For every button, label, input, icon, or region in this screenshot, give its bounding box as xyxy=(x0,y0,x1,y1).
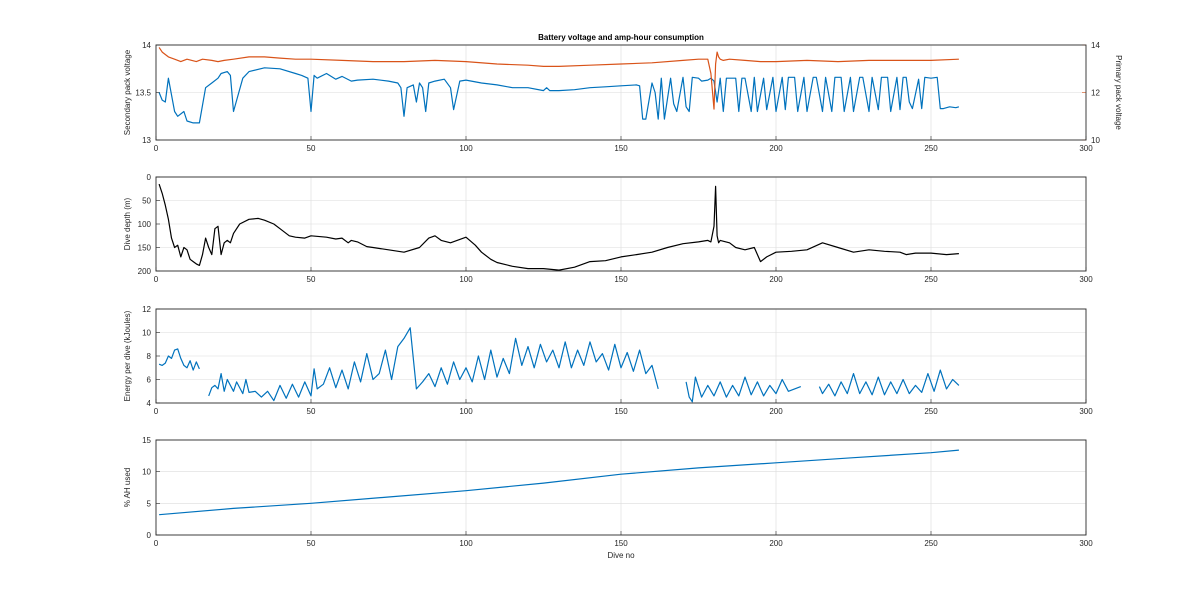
x-tick-label: 250 xyxy=(924,407,938,416)
series-line-1-segment-3 xyxy=(685,376,802,403)
x-tick-label: 150 xyxy=(614,144,628,153)
y-tick-label: 13 xyxy=(142,136,151,145)
x-tick-label: 300 xyxy=(1079,407,1093,416)
series-line-1 xyxy=(159,449,959,516)
x-tick-label: 150 xyxy=(614,275,628,284)
y-tick-label: 12 xyxy=(142,305,151,314)
x-tick-label: 100 xyxy=(459,539,473,548)
y2-tick-label: 10 xyxy=(1091,136,1100,145)
x-tick-label: 200 xyxy=(769,539,783,548)
x-tick-label: 200 xyxy=(769,407,783,416)
axes-border xyxy=(155,308,1087,404)
y-axis-label: Dive depth (m) xyxy=(123,197,132,250)
x-axis-label: Dive no xyxy=(607,551,635,560)
x-tick-label: 50 xyxy=(307,407,316,416)
y-tick-label: 10 xyxy=(142,468,151,477)
x-tick-label: 0 xyxy=(154,144,159,153)
x-tick-label: 250 xyxy=(924,275,938,284)
y-axis-label: % AH used xyxy=(123,468,132,508)
y-tick-label: 150 xyxy=(138,244,152,253)
x-tick-label: 50 xyxy=(307,144,316,153)
x-tick-label: 200 xyxy=(769,275,783,284)
x-tick-label: 300 xyxy=(1079,539,1093,548)
x-tick-label: 0 xyxy=(154,407,159,416)
series-line-1-segment-2 xyxy=(208,327,659,402)
y-tick-label: 13.5 xyxy=(135,89,151,98)
x-tick-label: 100 xyxy=(459,275,473,284)
y2-tick-label: 14 xyxy=(1091,41,1100,50)
y-tick-label: 50 xyxy=(142,197,151,206)
y-tick-label: 5 xyxy=(147,499,152,508)
x-tick-label: 300 xyxy=(1079,275,1093,284)
series-line-1-segment-4 xyxy=(818,369,960,397)
y2-tick-label: 12 xyxy=(1091,89,1100,98)
x-tick-label: 150 xyxy=(614,407,628,416)
y-tick-label: 15 xyxy=(142,436,151,445)
panel-3: 0 50 100 150 200 250 300 4 6 8 10 12 Energy per dive… xyxy=(123,305,1093,416)
panel-2: 0 50 100 150 200 250 300 0 50 100 150 200 Dive depth… xyxy=(123,173,1093,284)
series-line-1-segment-1 xyxy=(158,348,200,371)
y-tick-label: 100 xyxy=(138,220,152,229)
axes-border xyxy=(155,44,1087,141)
y-tick-label: 8 xyxy=(147,352,152,361)
y-axis-label: Secondary pack voltage xyxy=(123,49,132,135)
axes-border xyxy=(155,176,1087,272)
series-line-1 xyxy=(158,67,960,124)
y-tick-label: 200 xyxy=(138,267,152,276)
y-axis-label: Energy per dive (kJoules) xyxy=(123,310,132,401)
x-tick-label: 0 xyxy=(154,539,159,548)
series-line-2 xyxy=(158,47,959,110)
panel-1: 0 50 100 150 200 250 300 13 13.5 14 10 12 14 Primary … xyxy=(123,33,1123,153)
y-tick-label: 14 xyxy=(142,41,151,50)
x-tick-label: 50 xyxy=(307,539,316,548)
x-tick-label: 200 xyxy=(769,144,783,153)
x-tick-label: 150 xyxy=(614,539,628,548)
chart-title: Battery voltage and amp-hour consumption xyxy=(538,33,704,42)
series-line-1 xyxy=(158,183,959,271)
y-tick-label: 0 xyxy=(147,173,152,182)
x-tick-label: 100 xyxy=(459,407,473,416)
y-tick-label: 0 xyxy=(147,531,152,540)
x-tick-label: 250 xyxy=(924,539,938,548)
x-tick-label: 300 xyxy=(1079,144,1093,153)
x-tick-label: 250 xyxy=(924,144,938,153)
y-tick-label: 6 xyxy=(147,376,152,385)
y-tick-label: 4 xyxy=(147,399,152,408)
y2-axis-label: Primary pack voltage xyxy=(1114,55,1123,130)
x-tick-label: 0 xyxy=(154,275,159,284)
x-tick-label: 100 xyxy=(459,144,473,153)
axes-border xyxy=(155,439,1087,536)
y-tick-label: 10 xyxy=(142,329,151,338)
panel-4: 0 50 100 150 200 250 300 0 5 10 15 % AH used Dive no xyxy=(123,436,1093,560)
x-tick-label: 50 xyxy=(307,275,316,284)
